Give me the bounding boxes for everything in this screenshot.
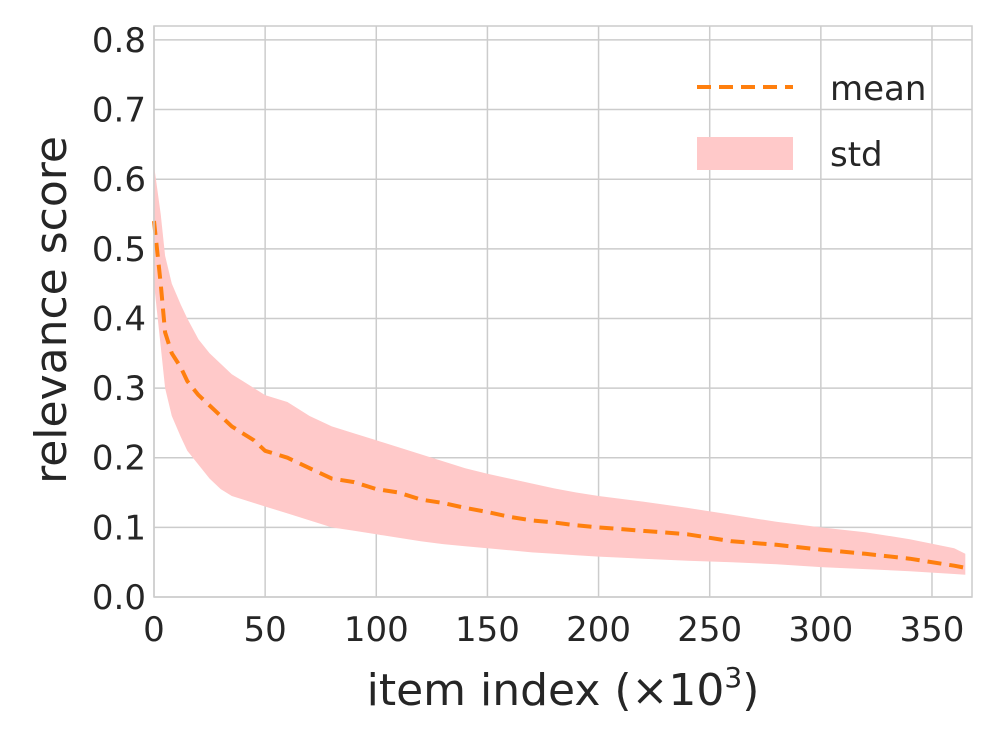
legend-std-swatch	[697, 137, 793, 170]
x-axis-label-exponent: 3	[724, 661, 742, 694]
plot-frame	[153, 25, 973, 598]
x-tick-label: 100	[344, 610, 409, 650]
y-tick-label: 0.1	[92, 508, 146, 548]
x-tick-label: 250	[677, 610, 742, 650]
y-tick-label: 0.3	[92, 369, 146, 409]
std-band-layer	[154, 165, 966, 575]
y-tick-labels: 0.0 0.1 0.2 0.3 0.4 0.5 0.6 0.7 0.8	[92, 21, 146, 618]
x-tick-label: 150	[455, 610, 520, 650]
y-tick-label: 0.7	[92, 91, 146, 131]
y-tick-label: 0.6	[92, 160, 146, 200]
legend-std-label: std	[830, 135, 883, 175]
y-tick-label: 0.2	[92, 439, 146, 479]
std-band	[154, 165, 966, 575]
x-axis-label-main: item index (×10	[367, 665, 725, 716]
x-tick-label: 50	[244, 610, 287, 650]
y-tick-label: 0.5	[92, 230, 146, 270]
x-axis-label: item index (×103)	[367, 661, 760, 716]
legend: mean std	[697, 69, 926, 175]
legend-mean-label: mean	[830, 69, 926, 109]
x-tick-label: 0	[143, 610, 165, 650]
x-tick-label: 200	[566, 610, 631, 650]
x-tick-label: 300	[788, 610, 853, 650]
mean-line-layer	[152, 220, 966, 570]
mean-line	[152, 220, 966, 570]
x-tick-label: 350	[900, 610, 965, 650]
y-tick-label: 0.0	[92, 578, 146, 618]
y-tick-label: 0.8	[92, 21, 146, 61]
y-tick-label: 0.4	[92, 299, 146, 339]
y-axis-label: relevance score	[26, 136, 77, 484]
x-axis-label-close: )	[742, 665, 759, 716]
x-tick-labels: 0 50 100 150 200 250 300 350	[143, 610, 964, 650]
